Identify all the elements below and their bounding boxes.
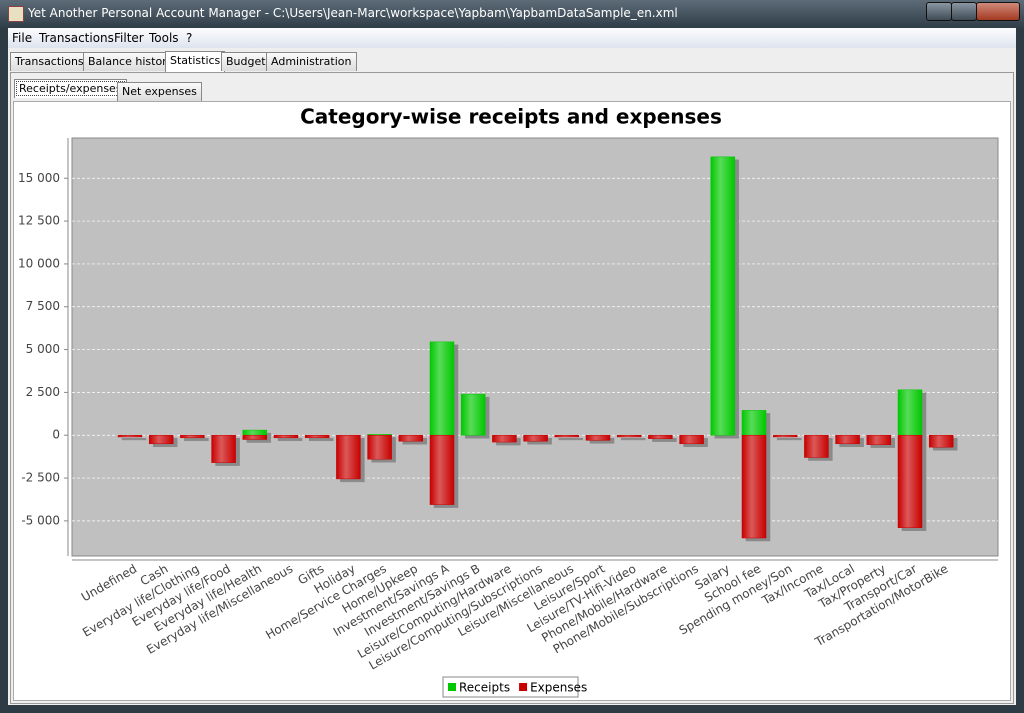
bar [429,434,455,505]
y-tick-label: 7 500 [26,299,60,313]
menu-bar: File Transactions Filter Tools ? [8,28,1016,48]
y-tick-label: 5 000 [26,342,60,356]
bar [304,434,330,439]
y-tick-label: 12 500 [18,214,60,228]
bar [211,434,236,463]
app-icon [8,6,24,22]
tab[interactable]: Statistics [165,51,226,72]
y-tick-label: 0 [52,428,60,442]
bar [429,341,455,436]
plot-area [71,137,999,557]
bar [242,434,268,440]
bar [897,389,923,436]
bar [866,434,892,445]
bar [148,434,174,445]
bar [585,434,611,441]
legend [442,676,579,698]
menu-item[interactable]: Filter [114,31,144,45]
bar [679,434,704,445]
legend-swatch [448,683,456,691]
y-tick-label: 2 500 [26,385,60,399]
menu-item[interactable]: ? [186,31,193,45]
bar [117,434,143,438]
menu-item[interactable]: Tools [149,31,179,45]
bar [897,434,923,528]
bar [616,434,642,438]
subtab[interactable]: Receipts/expenses [14,79,127,98]
bar [367,434,392,460]
bar [710,156,736,436]
bar [554,434,580,438]
bar [242,429,268,436]
bar [523,434,548,442]
y-tick-label: -2 500 [21,471,60,485]
bar [492,434,517,443]
bar [835,434,860,445]
bar [928,434,954,448]
legend-label: Receipts [459,681,510,695]
window-title: Yet Another Personal Account Manager - C… [28,6,678,20]
y-tick-label: 10 000 [18,256,60,270]
bar [460,393,486,436]
tab[interactable]: Budget [221,52,271,71]
bar [804,434,829,458]
bar [648,434,673,439]
tab[interactable]: Balance history [83,52,179,71]
bar [336,434,361,480]
title-bar: Yet Another Personal Account Manager - C… [0,0,1024,28]
bar [741,410,767,436]
chart-title: Category-wise receipts and expenses [300,105,722,129]
legend-swatch [519,683,528,691]
y-tick-label: -5 000 [21,513,60,527]
bar [741,434,767,539]
menu-item[interactable]: Transactions [39,31,114,45]
bar [398,434,424,442]
bar [180,434,205,439]
y-tick-label: 15 000 [18,171,60,185]
bar [273,434,299,439]
menu-item[interactable]: File [12,31,33,45]
close-button[interactable] [976,2,1020,21]
tab[interactable]: Administration [266,52,357,71]
subtab[interactable]: Net expenses [117,82,202,101]
bar [772,434,798,438]
legend-label: Expenses [530,681,587,695]
